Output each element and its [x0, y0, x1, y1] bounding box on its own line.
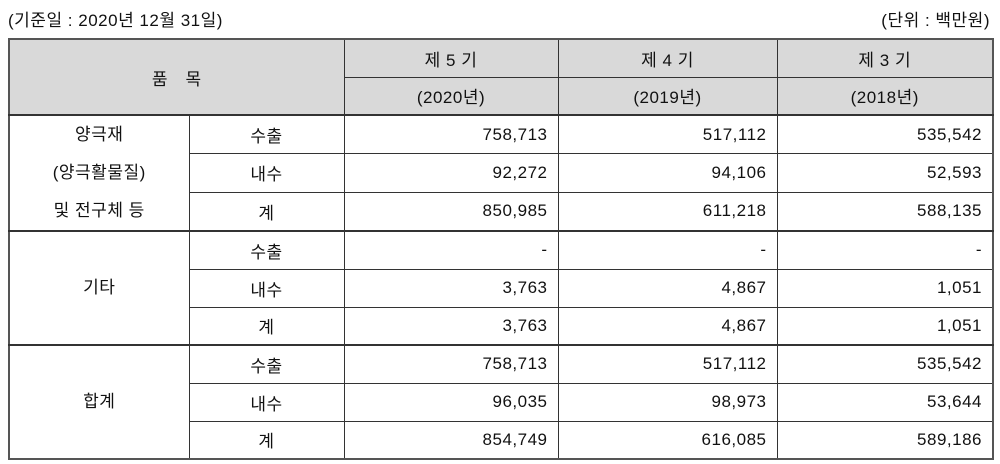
period-header-cell: 제 5 기 — [343, 38, 559, 78]
table-row: 합계 수출 758,713 517,112 535,542 — [8, 344, 994, 460]
value-cell: 588,135 — [776, 191, 994, 232]
category-label-line: 양극재 — [75, 125, 124, 144]
category-cell-other: 기타 — [8, 230, 190, 346]
value-cell: 96,035 — [343, 382, 559, 422]
period-header-cell: 제 3 기 — [776, 38, 994, 78]
category-label-line: 기타 — [83, 278, 116, 297]
value-cell: 758,713 — [343, 114, 559, 155]
value-cell: 589,186 — [776, 420, 994, 460]
value-cell: 758,713 — [343, 344, 559, 384]
value-cell: 854,749 — [343, 420, 559, 460]
value-cell: 4,867 — [557, 268, 778, 308]
table-row: 내수 92,272 94,106 52,593 — [9, 153, 994, 193]
table-row: 내수 3,763 4,867 1,051 — [9, 268, 994, 308]
item-header-cell: 품 목 — [8, 38, 345, 116]
category-cell-cathode: 양극재 (양극활물질) 및 전구체 등 — [8, 114, 190, 232]
value-cell: 98,973 — [557, 382, 778, 422]
value-cell: 4,867 — [557, 306, 778, 346]
value-cell: 92,272 — [343, 153, 559, 193]
table-row: 계 854,749 616,085 589,186 — [9, 420, 994, 460]
value-cell: 611,218 — [557, 191, 778, 232]
category-cell-total: 합계 — [8, 344, 190, 460]
channel-cell: 계 — [188, 420, 345, 460]
year-header-cell: (2018년) — [776, 76, 994, 116]
value-cell: 535,542 — [776, 114, 994, 155]
category-label-line: 합계 — [83, 392, 116, 411]
channel-cell: 내수 — [188, 382, 345, 422]
value-cell: 1,051 — [776, 306, 994, 346]
value-cell: 3,763 — [343, 306, 559, 346]
value-cell: 52,593 — [776, 153, 994, 193]
value-cell: - — [776, 230, 994, 270]
value-cell: 94,106 — [557, 153, 778, 193]
value-cell: 850,985 — [343, 191, 559, 232]
channel-cell: 수출 — [188, 344, 345, 384]
year-header-cell: (2019년) — [557, 76, 778, 116]
channel-cell: 수출 — [188, 114, 345, 155]
value-cell: 616,085 — [557, 420, 778, 460]
channel-cell: 내수 — [188, 153, 345, 193]
sales-by-product-table: 품 목 제 5 기 제 4 기 제 3 기 (2020년) (2019년) (2… — [8, 38, 994, 460]
channel-cell: 계 — [188, 191, 345, 232]
header-row-term: 품 목 제 5 기 제 4 기 제 3 기 — [8, 38, 994, 116]
category-label-line: (양극활물질) — [52, 163, 146, 182]
value-cell: 517,112 — [557, 114, 778, 155]
as-of-date-caption: (기준일 : 2020년 12월 31일) — [8, 11, 223, 30]
value-cell: 3,763 — [343, 268, 559, 308]
header-row-year: (2020년) (2019년) (2018년) — [9, 76, 994, 116]
value-cell: 1,051 — [776, 268, 994, 308]
period-header-cell: 제 4 기 — [557, 38, 778, 78]
channel-cell: 내수 — [188, 268, 345, 308]
value-cell: - — [557, 230, 778, 270]
value-cell: 517,112 — [557, 344, 778, 384]
table-row: 계 3,763 4,867 1,051 — [9, 306, 994, 346]
table-row: 계 850,985 611,218 588,135 — [9, 191, 994, 232]
year-header-cell: (2020년) — [343, 76, 559, 116]
unit-caption: (단위 : 백만원) — [881, 11, 990, 30]
table-row: 기타 수출 - - - — [8, 230, 994, 346]
value-cell: - — [343, 230, 559, 270]
category-label-line: 및 전구체 등 — [53, 201, 145, 220]
table-row: 내수 96,035 98,973 53,644 — [9, 382, 994, 422]
value-cell: 53,644 — [776, 382, 994, 422]
channel-cell: 계 — [188, 306, 345, 346]
value-cell: 535,542 — [776, 344, 994, 384]
table-row: 양극재 (양극활물질) 및 전구체 등 수출 758,713 517,112 5… — [8, 114, 994, 232]
channel-cell: 수출 — [188, 230, 345, 270]
